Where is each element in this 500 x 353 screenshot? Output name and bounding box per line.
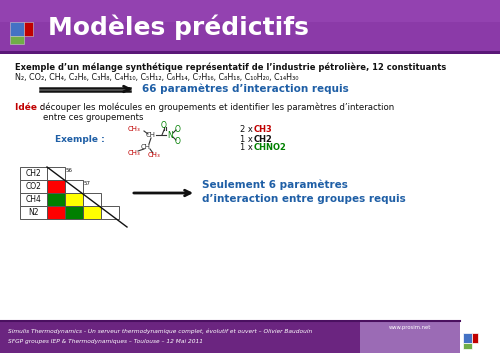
Text: CH3: CH3 [254,126,273,134]
Text: CH2: CH2 [254,134,273,144]
Text: Exemple :: Exemple : [55,136,105,144]
Text: CH₃: CH₃ [127,126,140,132]
Bar [20,167,47,180]
Text: découper les molécules en groupements et identifier les paramètres d’interaction: découper les molécules en groupements et… [37,102,394,112]
Bar [101,206,119,219]
Text: 2 x: 2 x [240,126,256,134]
Text: 56: 56 [66,168,73,173]
Text: O: O [161,120,167,130]
Text: www.prosim.net: www.prosim.net [389,325,431,330]
Text: CH4: CH4 [26,195,42,204]
Bar [10,22,24,36]
Bar [24,22,33,36]
Bar [463,333,472,343]
Bar [47,180,65,193]
Bar [20,180,47,193]
Text: O: O [175,125,181,133]
Text: CO2: CO2 [26,182,42,191]
Bar [463,343,472,349]
Bar [65,206,83,219]
Text: O: O [175,137,181,145]
Bar [360,321,460,353]
Text: N: N [167,131,173,139]
Text: Exemple d’un mélange synthétique représentatif de l’industrie pétrolière, 12 con: Exemple d’un mélange synthétique représe… [15,62,446,72]
Text: CH₃: CH₃ [128,150,140,156]
Bar [83,206,101,219]
Bar [20,206,47,219]
Bar [83,193,101,206]
Text: CHNO2: CHNO2 [254,144,287,152]
Text: Modèles prédictifs: Modèles prédictifs [48,14,309,40]
Text: Simulis Thermodynamics - Un serveur thermodynamique complet, évolutif et ouvert : Simulis Thermodynamics - Un serveur ther… [8,328,312,334]
Bar [47,206,65,219]
Text: 1 x: 1 x [240,134,256,144]
Text: CH2: CH2 [26,169,42,178]
Bar [460,321,500,353]
Bar [10,36,24,44]
Bar [472,333,478,343]
Text: d’interaction entre groupes requis: d’interaction entre groupes requis [202,194,406,204]
Text: SFGP groupes IEP & Thermodynamiques – Toulouse – 12 Mai 2011: SFGP groupes IEP & Thermodynamiques – To… [8,339,203,344]
Text: Idée :: Idée : [15,102,44,112]
Bar [0,0,500,22]
Text: 66 paramètres d’interaction requis: 66 paramètres d’interaction requis [142,84,349,94]
Bar [47,193,65,206]
Text: CH: CH [141,144,151,150]
Bar [20,193,47,206]
Text: N₂, CO₂, CH₄, C₂H₆, C₃H₈, C₄H₁₀, C₅H₁₂, C₆H₁₄, C₇H₁₆, C₈H₁₈, C₁₀H₂₀, C₁₄H₃₀: N₂, CO₂, CH₄, C₂H₆, C₃H₈, C₄H₁₀, C₅H₁₂, … [15,73,298,82]
Text: 1 x: 1 x [240,144,256,152]
Text: CH: CH [146,132,156,138]
Text: entre ces groupements: entre ces groupements [43,113,144,121]
Text: CH₃: CH₃ [148,152,160,158]
Bar [47,167,65,180]
Bar [0,0,500,54]
Text: 57: 57 [84,181,91,186]
Text: Seulement 6 paramètres: Seulement 6 paramètres [202,180,348,190]
Text: N2: N2 [28,208,39,217]
Bar [65,180,83,193]
Bar [65,193,83,206]
Bar [0,51,500,54]
Bar [0,321,360,353]
